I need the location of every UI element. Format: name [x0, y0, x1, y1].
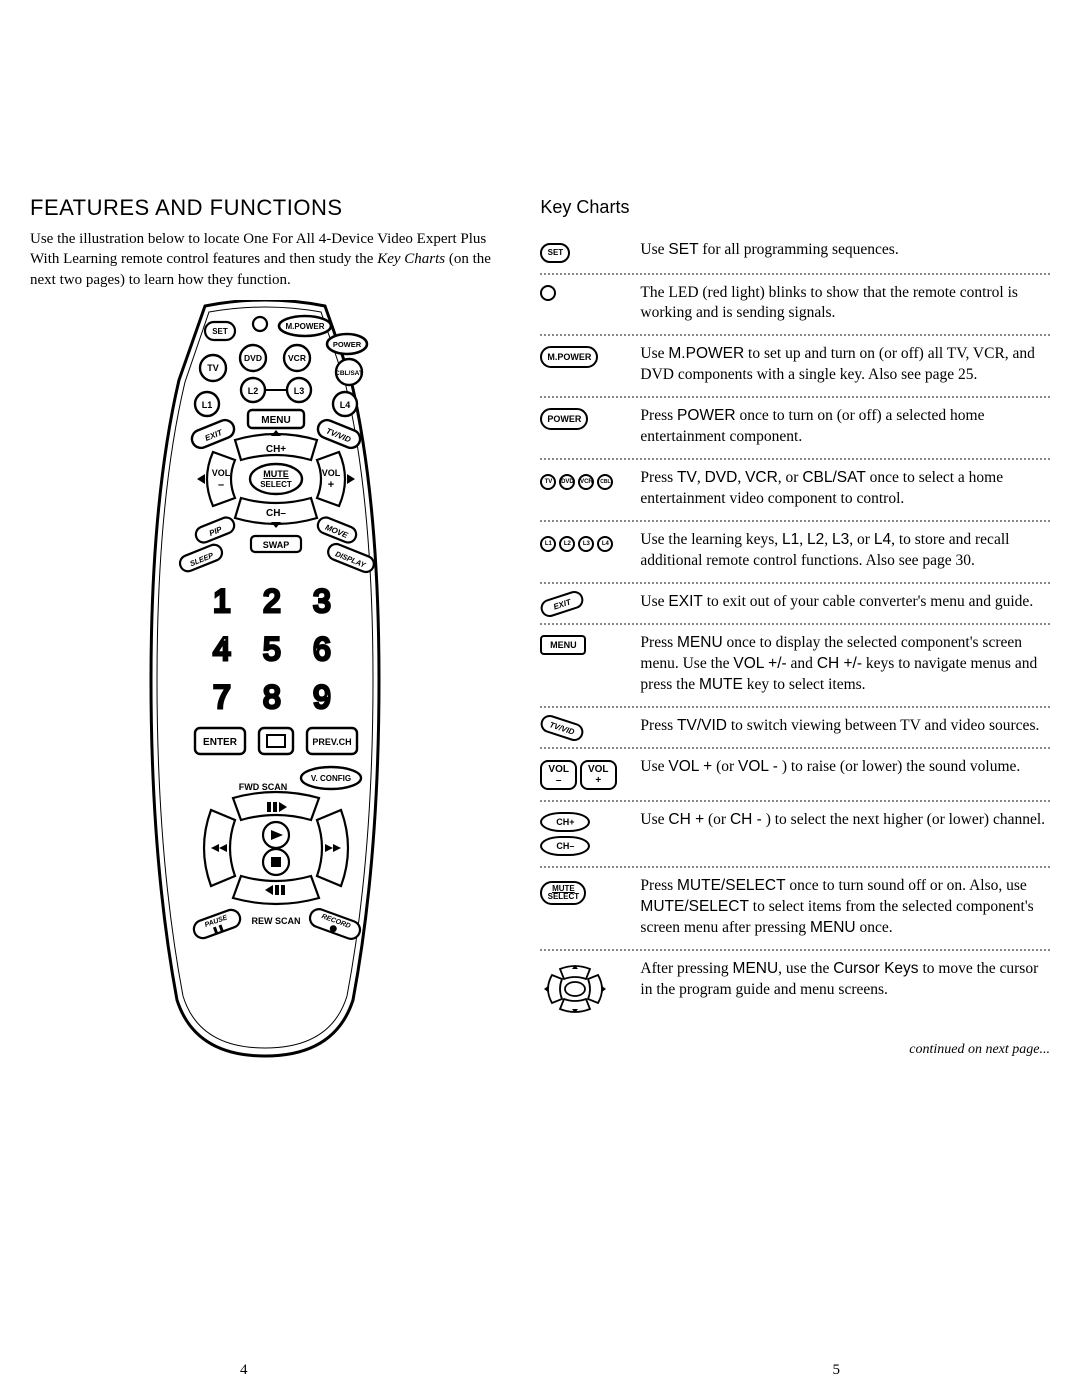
svg-text:2: 2 — [263, 583, 281, 619]
svg-text:9: 9 — [313, 679, 331, 715]
key-charts-table: SET Use SET for all programming sequence… — [540, 232, 1050, 1032]
key-chart-row: M.POWER Use M.POWER to set up and turn o… — [540, 336, 1050, 398]
key-chart-icon: POWER — [540, 406, 640, 430]
key-chart-icon: L1L2 L3L4 — [540, 530, 640, 552]
key-chart-description: Use M.POWER to set up and turn on (or of… — [640, 344, 1050, 386]
key-chart-description: After pressing MENU, use the Cursor Keys… — [640, 959, 1050, 1001]
key-chart-icon: CH+ CH– — [540, 810, 640, 856]
key-chart-icon: VOL– VOL+ — [540, 757, 640, 790]
svg-text:CH+: CH+ — [266, 444, 286, 455]
key-chart-icon — [540, 283, 640, 306]
ch-keys-icon: CH+ CH– — [540, 812, 590, 856]
tvvid-key-icon: TV/VID — [539, 713, 586, 744]
continued-note: continued on next page... — [540, 1042, 1050, 1058]
svg-text:ENTER: ENTER — [203, 737, 238, 748]
key-charts-title: Key Charts — [540, 197, 1050, 218]
key-chart-icon: M.POWER — [540, 344, 640, 368]
key-chart-description: Use EXIT to exit out of your cable conve… — [640, 592, 1050, 613]
svg-text:V. CONFIG: V. CONFIG — [311, 774, 351, 783]
power-key-icon: POWER — [540, 408, 588, 430]
svg-text:SET: SET — [212, 327, 228, 336]
key-chart-row: MENU Press MENU once to display the sele… — [540, 625, 1050, 708]
key-chart-row: EXIT Use EXIT to exit out of your cable … — [540, 584, 1050, 626]
svg-text:REW SCAN: REW SCAN — [252, 916, 301, 926]
svg-text:FWD SCAN: FWD SCAN — [239, 782, 288, 792]
svg-text:MENU: MENU — [261, 415, 290, 426]
left-page: FEATURES AND FUNCTIONS Use the illustrat… — [30, 195, 520, 1337]
svg-text:L2: L2 — [248, 386, 259, 396]
svg-text:4: 4 — [213, 631, 231, 667]
key-chart-icon: EXIT — [540, 592, 640, 614]
svg-text:POWER: POWER — [333, 340, 362, 349]
key-chart-icon: MENU — [540, 633, 640, 655]
key-chart-description: Use SET for all programming sequences. — [640, 240, 1050, 261]
cursor-keys-icon — [540, 961, 610, 1017]
device-keys-icon: TVDVD VCRCBL — [540, 474, 613, 490]
key-chart-row: CH+ CH– Use CH + (or CH - ) to select th… — [540, 802, 1050, 868]
key-chart-icon: SET — [540, 240, 640, 263]
svg-text:TV: TV — [207, 363, 219, 373]
svg-text:6: 6 — [313, 631, 331, 667]
svg-text:1: 1 — [213, 583, 231, 619]
key-chart-row: VOL– VOL+ Use VOL + (or VOL - ) to raise… — [540, 749, 1050, 802]
menu-key-icon: MENU — [540, 635, 586, 655]
key-chart-row: TV/VID Press TV/VID to switch viewing be… — [540, 708, 1050, 750]
mute-key-icon: MUTESELECT — [540, 881, 586, 905]
key-chart-row: TVDVD VCRCBL Press TV, DVD, VCR, or CBL/… — [540, 460, 1050, 522]
key-chart-row: SET Use SET for all programming sequence… — [540, 232, 1050, 275]
svg-text:+: + — [328, 479, 334, 491]
svg-text:L4: L4 — [340, 400, 351, 410]
key-chart-description: The LED (red light) blinks to show that … — [640, 283, 1050, 325]
right-page: Key Charts SET Use SET for all programmi… — [520, 195, 1050, 1337]
key-chart-row: After pressing MENU, use the Cursor Keys… — [540, 951, 1050, 1032]
learning-keys-icon: L1L2 L3L4 — [540, 536, 613, 552]
page-number-left: 4 — [240, 1362, 248, 1379]
key-chart-row: MUTESELECT Press MUTE/SELECT once to tur… — [540, 868, 1050, 951]
svg-text:M.POWER: M.POWER — [286, 322, 325, 331]
svg-text:3: 3 — [313, 583, 331, 619]
key-chart-row: L1L2 L3L4 Use the learning keys, L1, L2,… — [540, 522, 1050, 584]
key-chart-icon: TVDVD VCRCBL — [540, 468, 640, 490]
key-chart-description: Press TV/VID to switch viewing between T… — [640, 716, 1050, 737]
svg-text:PREV.CH: PREV.CH — [313, 737, 352, 747]
key-chart-description: Press MUTE/SELECT once to turn sound off… — [640, 876, 1050, 939]
remote-illustration: SET M.POWER POWER TV DVD VCR — [135, 300, 395, 1060]
intro-paragraph: Use the illustration below to locate One… — [30, 229, 500, 290]
svg-text:SWAP: SWAP — [263, 540, 290, 550]
svg-text:VCR: VCR — [288, 353, 306, 363]
key-chart-description: Use the learning keys, L1, L2, L3, or L4… — [640, 530, 1050, 572]
svg-text:L3: L3 — [294, 386, 305, 396]
svg-text:SELECT: SELECT — [260, 480, 292, 489]
svg-text:MUTE: MUTE — [263, 469, 289, 479]
svg-text:5: 5 — [263, 631, 281, 667]
key-chart-description: Use VOL + (or VOL - ) to raise (or lower… — [640, 757, 1050, 778]
svg-text:–: – — [218, 479, 224, 491]
svg-text:7: 7 — [213, 679, 231, 715]
key-chart-description: Press POWER once to turn on (or off) a s… — [640, 406, 1050, 448]
vol-keys-icon: VOL– VOL+ — [540, 760, 616, 790]
set-key-icon: SET — [540, 243, 570, 263]
exit-key-icon: EXIT — [539, 589, 586, 620]
key-chart-icon: MUTESELECT — [540, 876, 640, 904]
svg-text:CBL/SAT: CBL/SAT — [335, 370, 363, 377]
key-chart-row: The LED (red light) blinks to show that … — [540, 275, 1050, 337]
key-chart-description: Use CH + (or CH - ) to select the next h… — [640, 810, 1050, 831]
svg-text:VOL: VOL — [212, 468, 231, 478]
led-icon — [540, 285, 556, 301]
page-number-right: 5 — [833, 1362, 841, 1379]
key-chart-row: POWER Press POWER once to turn on (or of… — [540, 398, 1050, 460]
svg-text:CH–: CH– — [266, 508, 286, 519]
key-chart-description: Press MENU once to display the selected … — [640, 633, 1050, 696]
key-chart-description: Press TV, DVD, VCR, or CBL/SAT once to s… — [640, 468, 1050, 510]
key-chart-icon: TV/VID — [540, 716, 640, 738]
svg-text:L1: L1 — [202, 400, 213, 410]
svg-text:8: 8 — [263, 679, 281, 715]
svg-text:DVD: DVD — [244, 353, 262, 363]
mpower-key-icon: M.POWER — [540, 346, 598, 368]
key-chart-icon — [540, 959, 640, 1022]
svg-text:VOL: VOL — [322, 468, 341, 478]
section-title: FEATURES AND FUNCTIONS — [30, 195, 500, 221]
